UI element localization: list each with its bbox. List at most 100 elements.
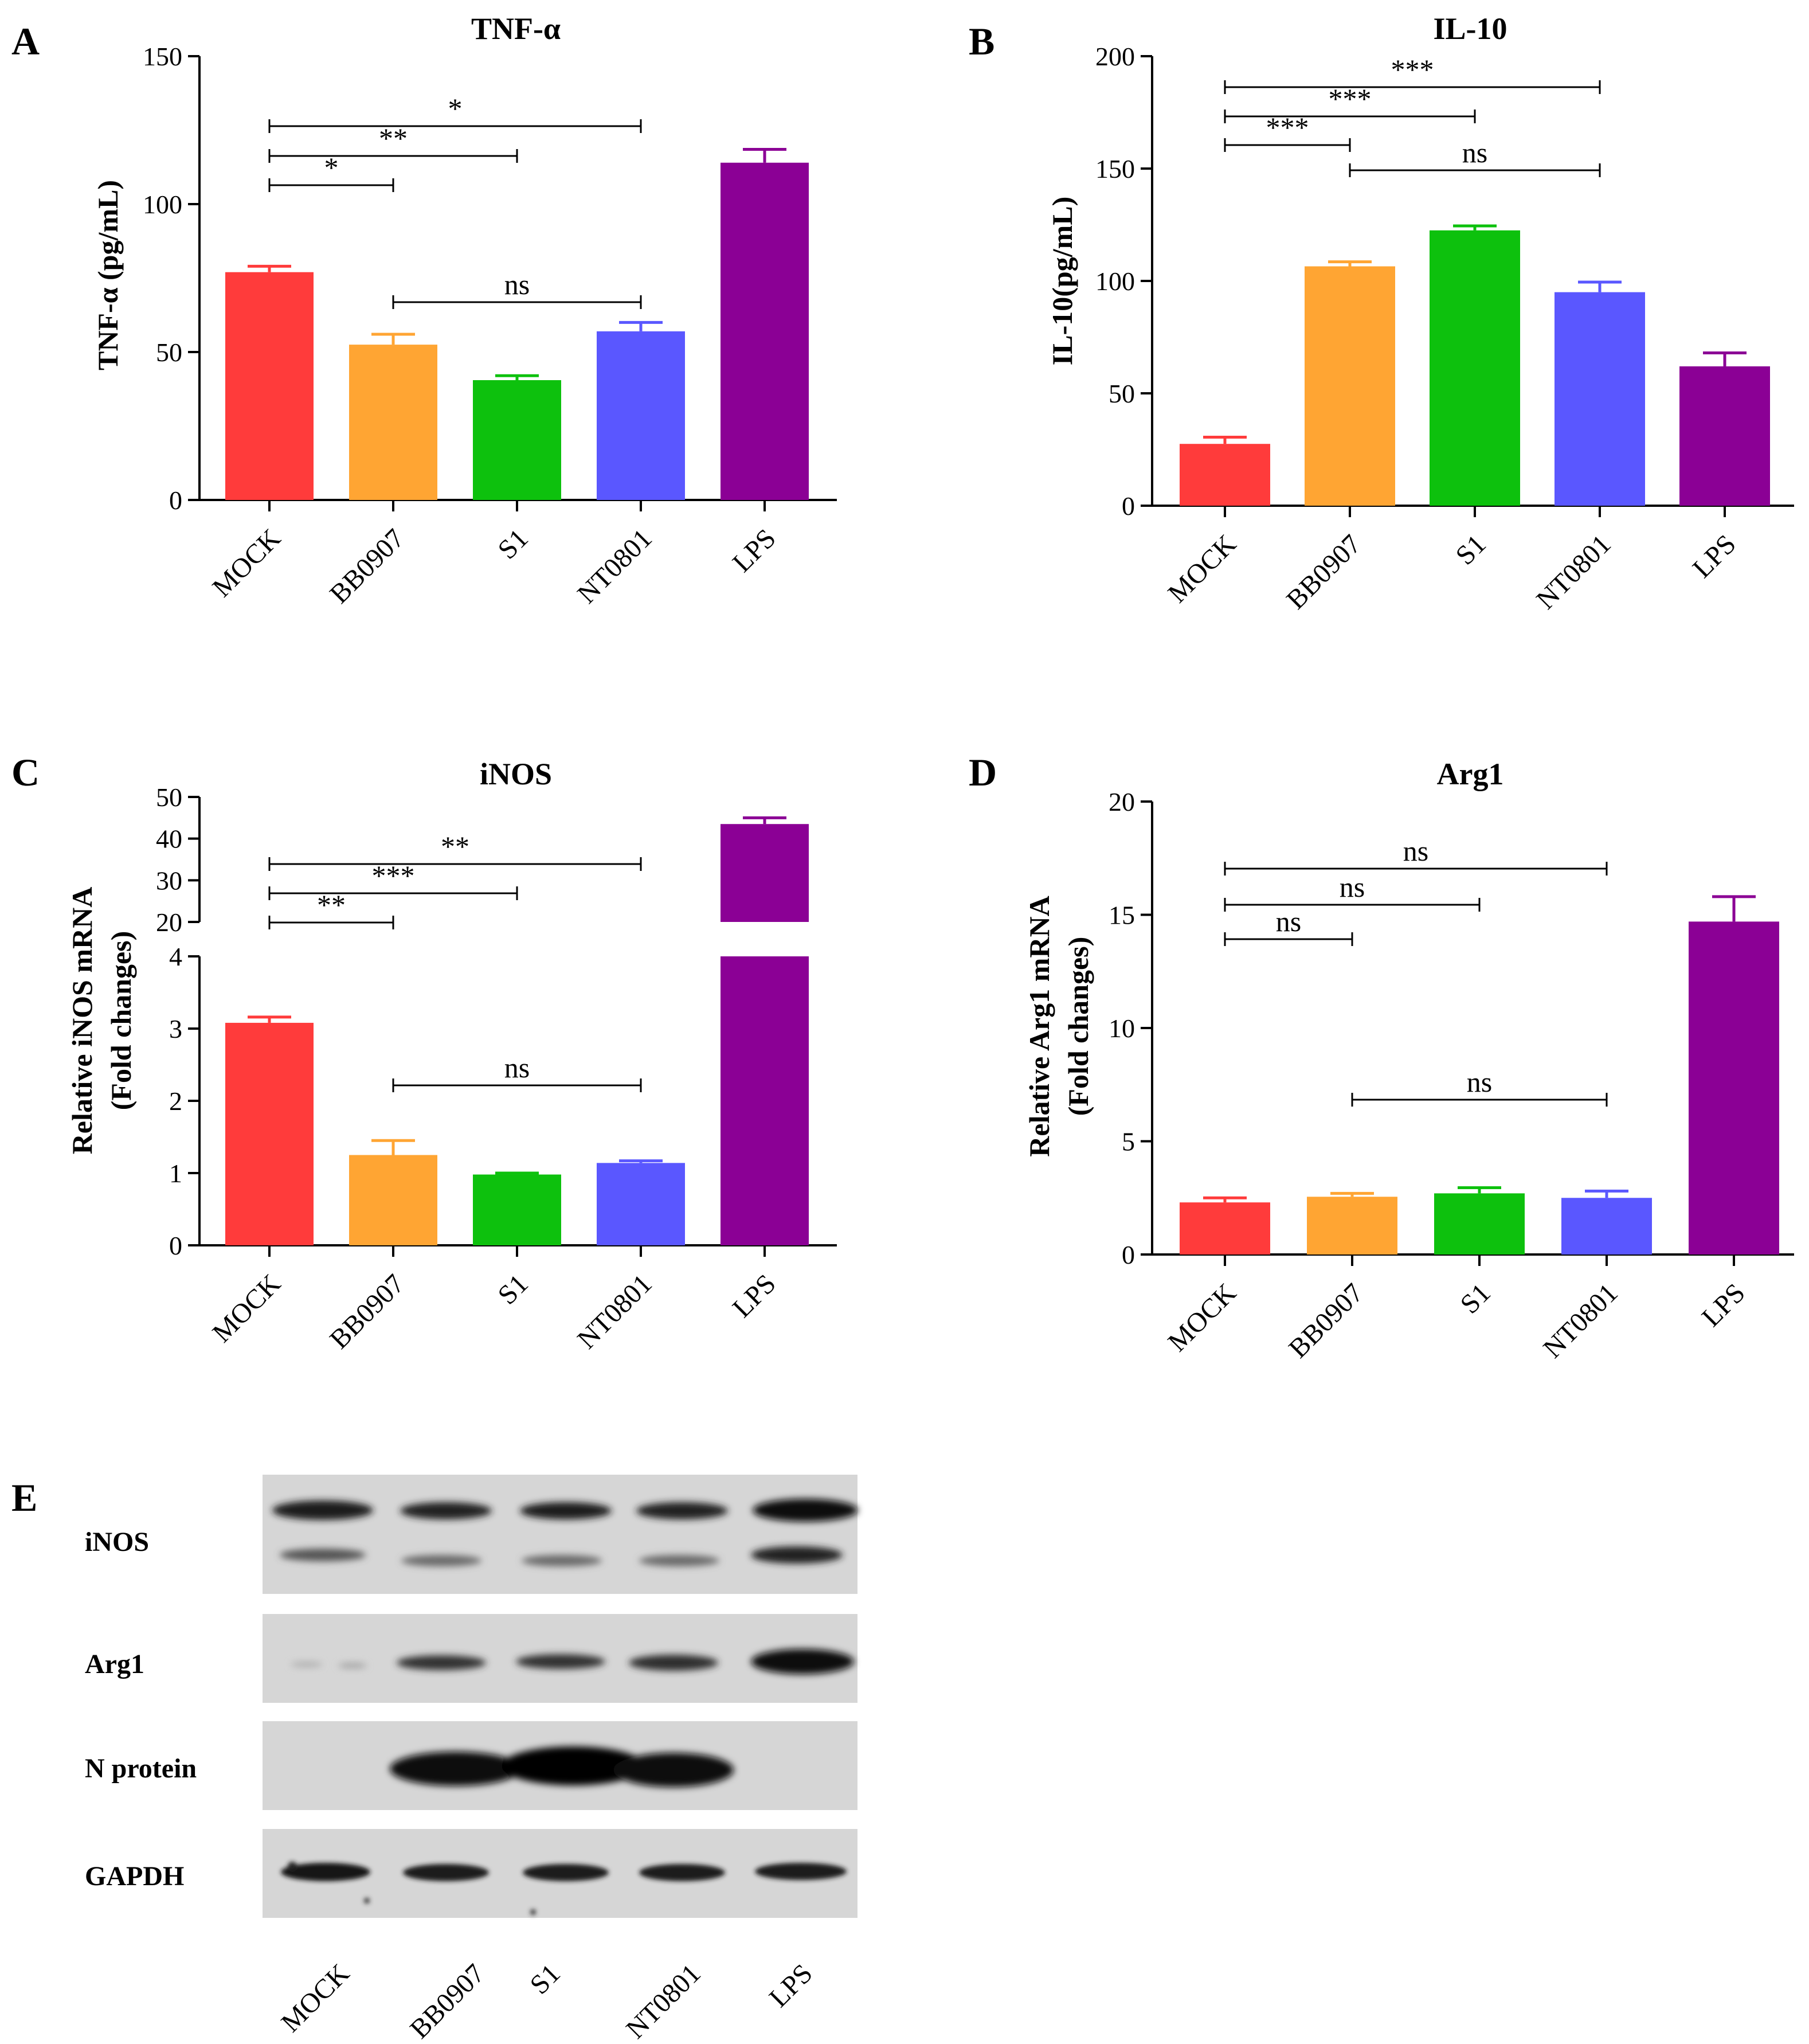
panel-c-xlabel-mock: MOCK xyxy=(206,1268,287,1349)
panel-a-sig-label: * xyxy=(448,92,463,124)
panel-a-xlabel-s1: S1 xyxy=(492,523,534,565)
panel-b-xlabel-nt0801: NT0801 xyxy=(1530,529,1617,615)
panel-b-xlabel-mock: MOCK xyxy=(1162,529,1242,609)
panel-b-xlabel-s1: S1 xyxy=(1450,529,1491,570)
panel-a-letter: A xyxy=(11,19,40,63)
panel-e-letter: E xyxy=(11,1476,37,1519)
panel-d-bar-s1 xyxy=(1434,1193,1525,1254)
panel-b-bar-bb0907 xyxy=(1305,266,1395,506)
panel-c-bar-lps-upper xyxy=(721,824,809,922)
panel-c-bar-nt0801 xyxy=(597,1163,685,1245)
panel-b-xlabel-lps: LPS xyxy=(1687,529,1742,584)
panel-c: C iNOS Relative iNOS mRNA (Fold changes)… xyxy=(11,751,837,1355)
panel-c-bar-s1 xyxy=(473,1174,561,1245)
panel-d-sig-label: ns xyxy=(1340,871,1365,903)
panel-c-title: iNOS xyxy=(480,757,552,791)
panel-d-ylabel-line1: Relative Arg1 mRNA xyxy=(1023,896,1055,1156)
panel-d-xlabel-lps: LPS xyxy=(1696,1277,1751,1332)
panel-c-ytick-label: 4 xyxy=(169,942,182,971)
blot-label-arg1: Arg1 xyxy=(85,1649,144,1679)
panel-b-ytick-label: 150 xyxy=(1095,154,1135,183)
blot-strip-inos xyxy=(263,1475,857,1594)
panel-c-ytick-label: 50 xyxy=(156,783,182,812)
panel-d-sig-label: ns xyxy=(1276,905,1301,937)
panel-a-ytick-label: 150 xyxy=(143,42,182,71)
panel-b-ytick-label: 100 xyxy=(1095,267,1135,296)
panel-d-xlabel-bb0907: BB0907 xyxy=(1283,1277,1369,1364)
panel-c-ytick-label: 30 xyxy=(156,866,182,895)
panel-c-xlabel-bb0907: BB0907 xyxy=(324,1268,410,1355)
panel-b-bar-s1 xyxy=(1430,230,1520,506)
panel-c-ylabel-line1: Relative iNOS mRNA xyxy=(66,887,98,1155)
panel-d: D Arg1 Relative Arg1 mRNA (Fold changes)… xyxy=(969,751,1794,1364)
panel-d-ytick-label: 5 xyxy=(1122,1127,1135,1156)
panel-d-ytick-label: 0 xyxy=(1122,1240,1135,1269)
panel-c-ytick-label: 2 xyxy=(169,1087,182,1116)
panel-b-letter: B xyxy=(969,19,994,63)
blot-bands-inos xyxy=(272,1499,858,1566)
blot-bands-gapdh xyxy=(281,1862,847,1915)
panel-c-bar-mock xyxy=(225,1022,314,1245)
panel-a-ytick-label: 0 xyxy=(169,486,182,515)
panel-c-ytick-label: 1 xyxy=(169,1159,182,1188)
panel-b-ylabel: IL-10(pg/mL) xyxy=(1046,197,1078,365)
panel-a-bar-mock xyxy=(225,272,314,500)
panel-a-xlabel-lps: LPS xyxy=(727,523,782,578)
panel-d-bar-bb0907 xyxy=(1307,1197,1397,1254)
panel-a-bar-lps xyxy=(721,162,809,500)
panel-c-ytick-label: 40 xyxy=(156,824,182,854)
panel-a-xlabel-mock: MOCK xyxy=(206,523,287,603)
panel-d-bar-nt0801 xyxy=(1561,1198,1652,1254)
panel-b-bar-mock xyxy=(1180,444,1270,506)
blot-lane-label-lps: LPS xyxy=(763,1958,819,2013)
panel-a-xlabel-nt0801: NT0801 xyxy=(571,523,658,609)
panel-d-letter: D xyxy=(969,751,997,794)
panel-b-title: IL-10 xyxy=(1433,11,1507,46)
blot-bands-n-protein xyxy=(390,1746,734,1787)
panel-b-sig-label: ns xyxy=(1462,136,1487,169)
panel-b-bar-nt0801 xyxy=(1555,292,1645,506)
panel-e: E iNOS Arg1 N protein GAPDH xyxy=(11,1475,858,2044)
panel-c-bar-lps-lower xyxy=(721,956,809,1245)
panel-d-ytick-label: 10 xyxy=(1109,1014,1135,1043)
panel-d-xlabel-mock: MOCK xyxy=(1162,1277,1242,1358)
panel-a-ytick-label: 50 xyxy=(156,338,182,367)
blot-label-gapdh: GAPDH xyxy=(85,1861,184,1891)
panel-d-sig-label: ns xyxy=(1403,835,1428,867)
panel-c-xlabel-s1: S1 xyxy=(492,1268,534,1310)
blot-lane-label-s1: S1 xyxy=(524,1958,566,2000)
panel-c-sig-label: ns xyxy=(504,1052,530,1084)
panel-d-ytick-label: 15 xyxy=(1109,901,1135,930)
panel-c-ylabel-line2: (Fold changes) xyxy=(105,931,137,1111)
blot-lane-label-bb0907: BB0907 xyxy=(404,1958,491,2044)
panel-b: B IL-10 IL-10(pg/mL) 0 50 100 150 200 MOCK BB0… xyxy=(969,11,1794,615)
panel-a-title: TNF-α xyxy=(471,11,561,46)
panel-d-bar-lps xyxy=(1689,921,1779,1254)
panel-b-ytick-label: 50 xyxy=(1109,379,1135,408)
panel-b-xlabel-bb0907: BB0907 xyxy=(1281,529,1367,615)
panel-c-letter: C xyxy=(11,751,40,794)
panel-c-ytick-label: 0 xyxy=(169,1231,182,1260)
panel-d-axes: 0 5 10 15 20 MOCK BB0907 S1 NT0801 LPS ns ns ns ns xyxy=(1109,787,1794,1364)
panel-a-ylabel: TNF-α (pg/mL) xyxy=(92,180,124,370)
panel-c-sig-label: ** xyxy=(441,830,469,862)
panel-d-xlabel-s1: S1 xyxy=(1454,1277,1496,1319)
panel-d-ylabel-line2: (Fold changes) xyxy=(1062,937,1094,1116)
panel-a-sig-label: ** xyxy=(379,122,408,154)
panel-c-ytick-label: 3 xyxy=(169,1014,182,1044)
blot-lane-label-nt0801: NT0801 xyxy=(620,1958,707,2044)
blot-bands-arg1 xyxy=(291,1649,854,1674)
panel-a-xlabel-bb0907: BB0907 xyxy=(324,523,410,609)
panel-b-ytick-label: 200 xyxy=(1095,42,1135,71)
blot-label-n-protein: N protein xyxy=(85,1753,197,1784)
panel-a-bar-bb0907 xyxy=(349,345,437,500)
panel-a-sig-label: ns xyxy=(504,268,530,300)
blot-label-inos: iNOS xyxy=(85,1527,149,1557)
panel-d-xlabel-nt0801: NT0801 xyxy=(1537,1277,1624,1364)
panel-a-bar-nt0801 xyxy=(597,331,685,500)
